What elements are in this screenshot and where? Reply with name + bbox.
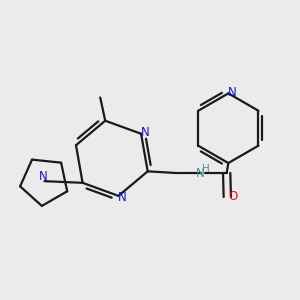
Text: N: N: [38, 170, 47, 183]
Text: H: H: [202, 164, 210, 174]
Text: N: N: [195, 167, 204, 180]
Text: N: N: [228, 86, 237, 99]
Text: N: N: [141, 126, 149, 139]
Text: N: N: [118, 191, 127, 204]
Text: O: O: [229, 190, 238, 203]
